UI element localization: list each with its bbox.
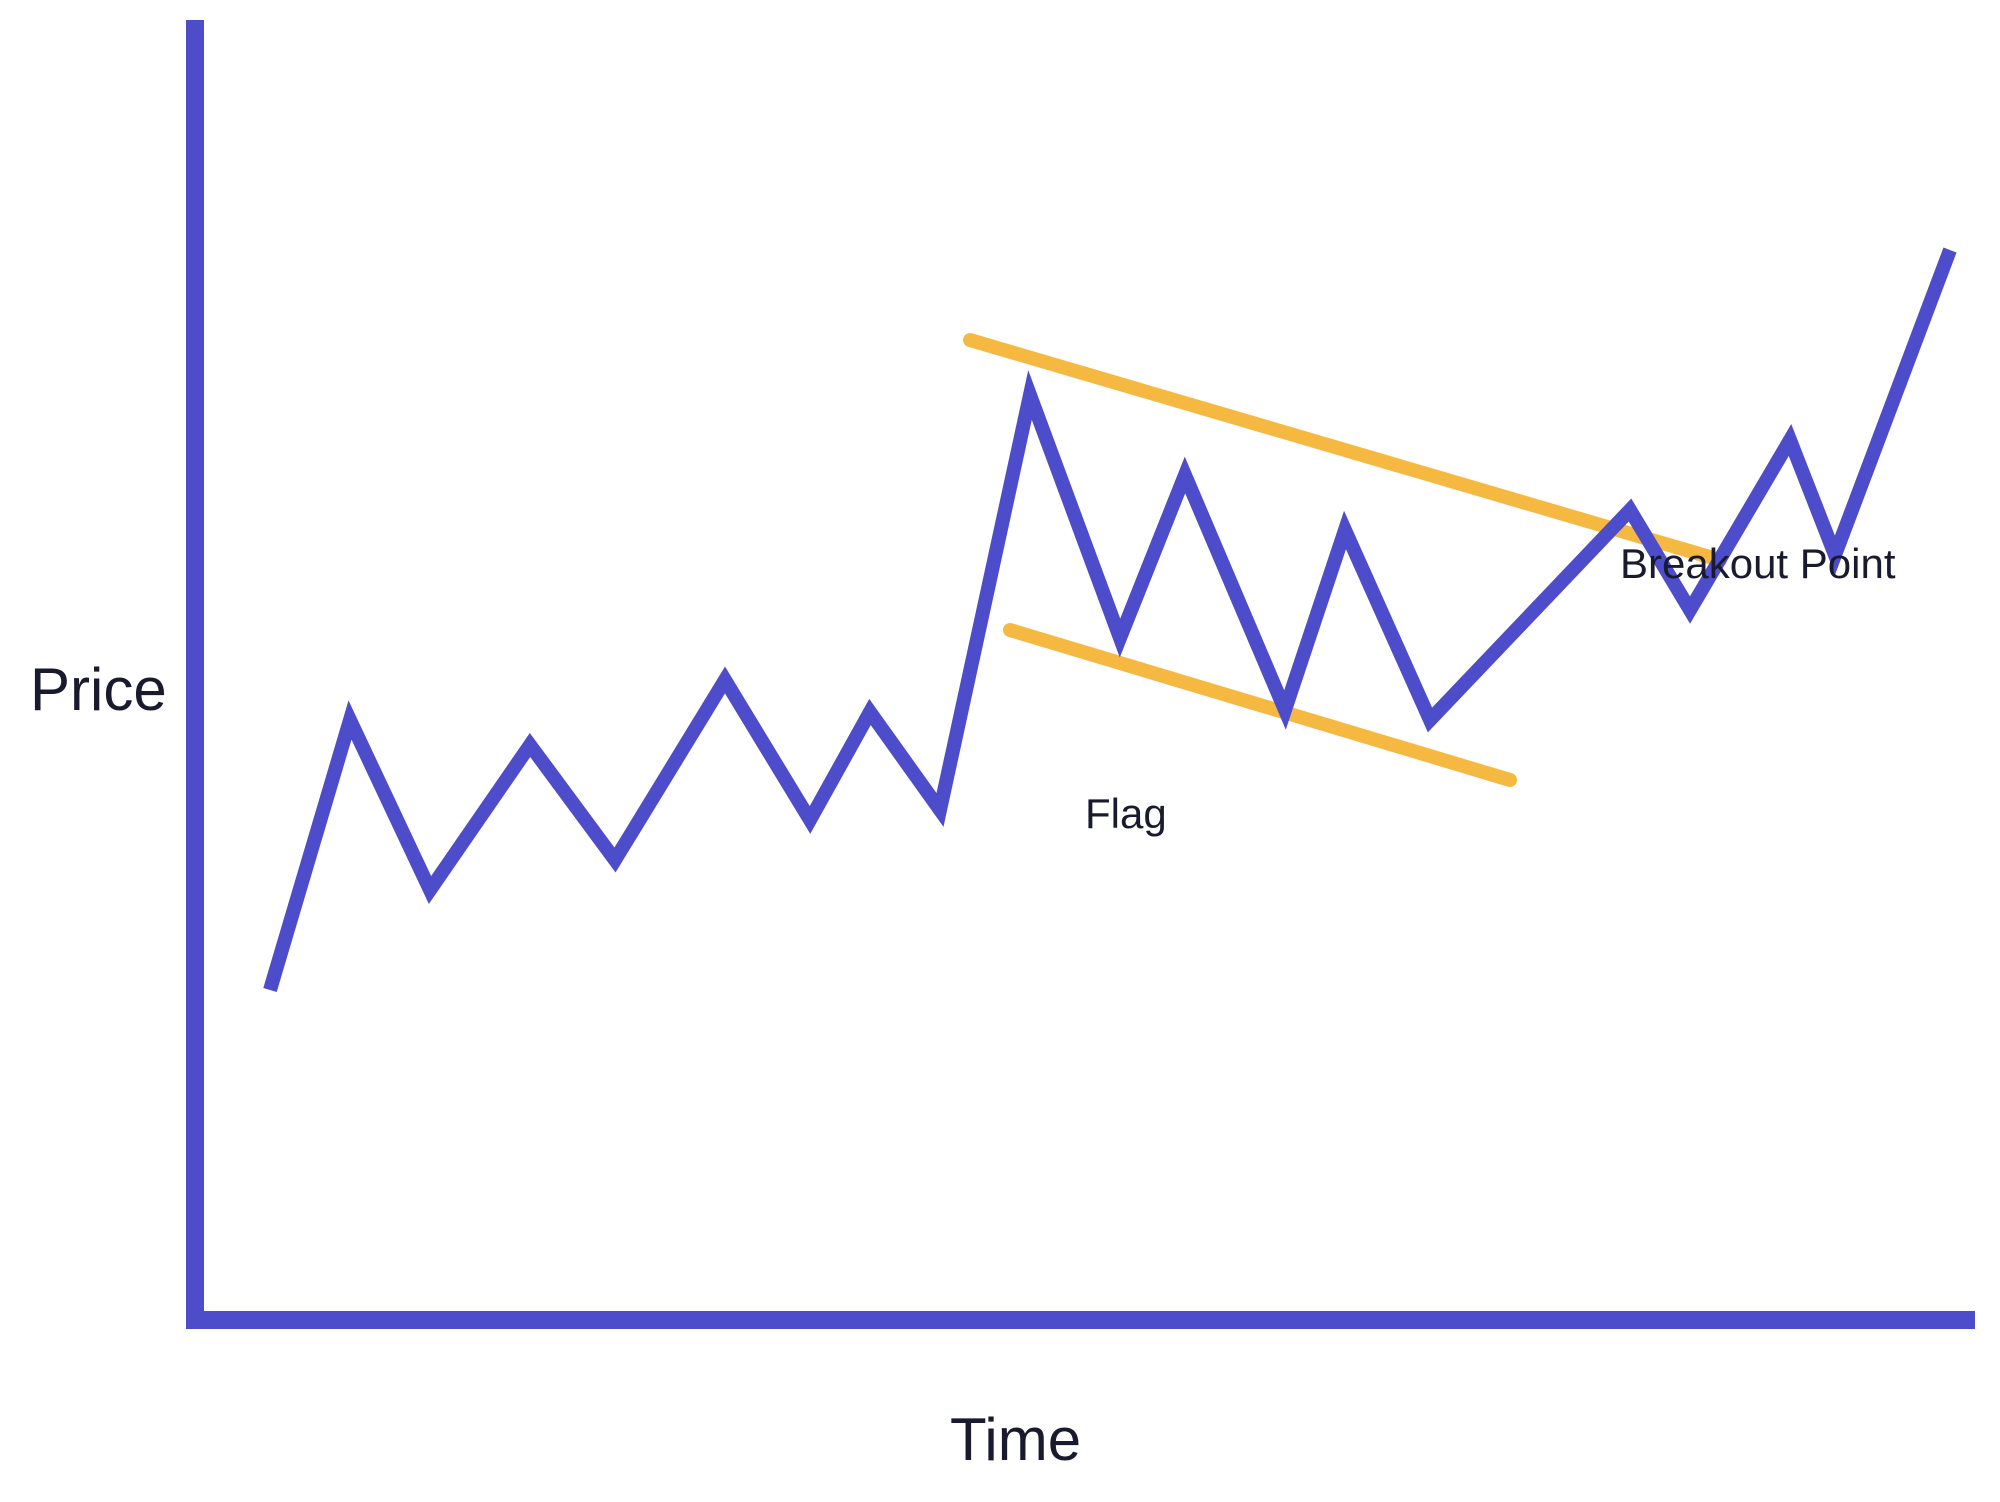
chart-svg xyxy=(0,0,2000,1502)
flag-pattern-chart: Price Time Flag Breakout Point xyxy=(0,0,2000,1502)
flag-annotation: Flag xyxy=(1085,790,1167,838)
x-axis-label: Time xyxy=(950,1405,1081,1474)
price-line xyxy=(270,250,1950,990)
breakout-annotation: Breakout Point xyxy=(1620,540,1896,588)
y-axis-label: Price xyxy=(30,655,167,724)
